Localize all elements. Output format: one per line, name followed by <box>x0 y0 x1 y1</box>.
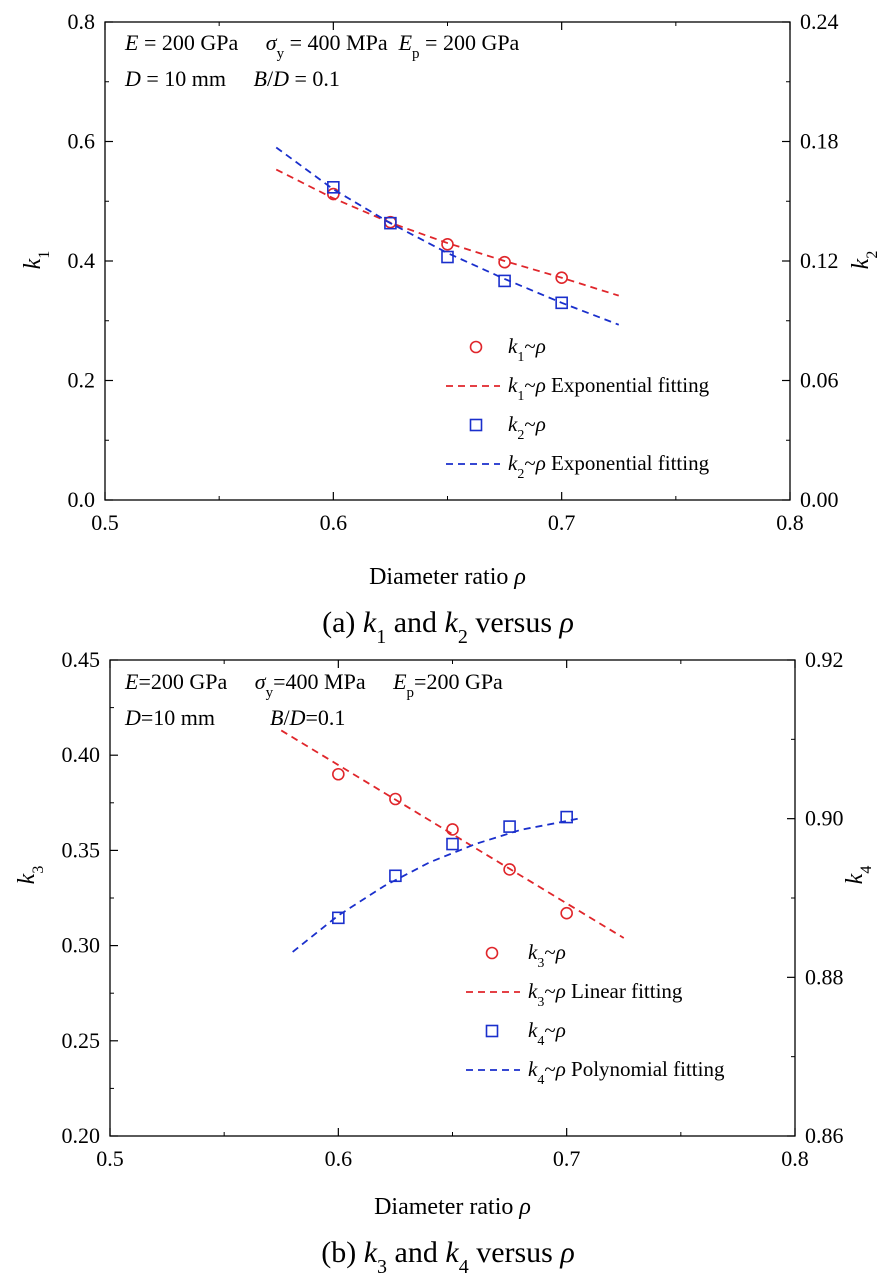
y-left-tick-label: 0.45 <box>62 647 101 672</box>
plot-frame <box>104 21 791 501</box>
y-right-tick-label: 0.88 <box>805 964 844 989</box>
data-point-circle <box>327 187 340 201</box>
data-point-circle <box>555 271 568 285</box>
y-right-tick-label: 0.12 <box>800 248 839 273</box>
fit-line-series-3 <box>275 146 620 326</box>
data-point-circle <box>446 823 459 836</box>
data-point-circle <box>389 792 402 806</box>
parameter-annotation: D = 10 mm B/D = 0.1 <box>124 66 340 91</box>
data-point-circle <box>441 237 454 251</box>
y-right-tick-label: 0.90 <box>805 806 844 831</box>
y-left-tick-label: 0.35 <box>62 837 101 862</box>
legend-marker-circle <box>485 946 499 960</box>
data-point-square <box>327 181 340 194</box>
x-tick-label: 0.5 <box>91 510 119 535</box>
y-right-tick-label: 0.00 <box>800 487 839 512</box>
figure-caption: (b) k3 and k4 versus ρ <box>321 1236 575 1278</box>
x-tick-label: 0.6 <box>320 510 348 535</box>
legend-entry-label: k1~ρ Exponential fitting <box>508 373 710 404</box>
legend-entry-label: k3~ρ Linear fitting <box>528 979 683 1010</box>
y-right-tick-label: 0.92 <box>805 647 844 672</box>
y-left-tick-label: 0.4 <box>68 248 96 273</box>
fit-line-series-1 <box>275 168 620 297</box>
chart-a: 0.5 0.6 0.7 0.80.00.20.40.60.80.000.060.120… <box>20 9 881 648</box>
y-left-tick-label: 0.25 <box>62 1028 101 1053</box>
x-tick-label: 0.8 <box>776 510 804 535</box>
legend-entry-label: k1~ρ <box>508 334 546 365</box>
figure-caption: (a) k1 and k2 versus ρ <box>322 606 574 648</box>
legend-marker-square <box>485 1024 499 1038</box>
data-point-square <box>441 250 454 264</box>
y-right-tick-label: 0.86 <box>805 1123 844 1148</box>
y-left-tick-label: 0.20 <box>62 1123 101 1148</box>
y-left-tick-label: 0.8 <box>68 9 96 34</box>
data-point-square <box>446 837 459 851</box>
y-right-tick-label: 0.18 <box>800 129 839 154</box>
legend-entry-label: k2~ρ <box>508 412 546 443</box>
data-point-circle <box>503 863 516 876</box>
y-right-tick-label: 0.06 <box>800 368 839 393</box>
legend-entry-label: k4~ρ <box>528 1018 566 1049</box>
x-tick-label: 0.7 <box>548 510 576 535</box>
y-axis-right-label: k4 <box>842 866 875 885</box>
y-left-tick-label: 0.6 <box>68 129 96 154</box>
x-axis-label: Diameter ratio ρ <box>374 1194 531 1220</box>
legend-entry-label: k3~ρ <box>528 940 566 971</box>
x-tick-label: 0.7 <box>553 1146 581 1171</box>
chart-b: 0.5 0.6 0.7 0.8 0.20 0.25 0.30 0.35 0.40 0.45 0.86… <box>14 647 875 1278</box>
legend-marker-square <box>469 418 483 432</box>
data-point-circle <box>560 906 573 920</box>
y-left-tick-label: 0.2 <box>68 368 96 393</box>
y-left-tick-label: 0.30 <box>62 933 101 958</box>
parameter-annotation: E=200 GPa σy=400 MPa Ep=200 GPa <box>124 669 503 701</box>
data-point-square <box>332 911 345 925</box>
data-point-square <box>384 216 397 230</box>
fit-line-series-1 <box>280 729 625 939</box>
data-point-square <box>389 869 402 883</box>
legend-entry-label: k2~ρ Exponential fitting <box>508 451 710 482</box>
data-point-square <box>555 296 568 310</box>
data-point-square <box>503 820 516 833</box>
y-left-tick-label: 0.40 <box>62 742 101 767</box>
x-tick-label: 0.5 <box>96 1146 124 1171</box>
data-point-circle <box>332 767 345 781</box>
y-axis-left-label: k3 <box>14 866 47 885</box>
data-point-square <box>560 810 573 824</box>
data-point-circle <box>498 255 511 269</box>
legend-marker-circle <box>469 340 483 354</box>
x-tick-label: 0.6 <box>325 1146 353 1171</box>
y-axis-left-label: k1 <box>20 251 53 270</box>
x-tick-label: 0.8 <box>781 1146 809 1171</box>
x-axis-label: Diameter ratio ρ <box>369 564 526 590</box>
y-axis-right-label: k2 <box>848 251 881 270</box>
y-right-tick-label: 0.24 <box>800 9 839 34</box>
parameter-annotation: D=10 mm B/D=0.1 <box>124 705 345 730</box>
y-left-tick-label: 0.0 <box>68 487 96 512</box>
fit-line-series-3 <box>292 817 579 953</box>
legend-entry-label: k4~ρ Polynomial fitting <box>528 1057 725 1088</box>
parameter-annotation: E = 200 GPa σy = 400 MPa Ep = 200 GPa <box>124 30 520 62</box>
